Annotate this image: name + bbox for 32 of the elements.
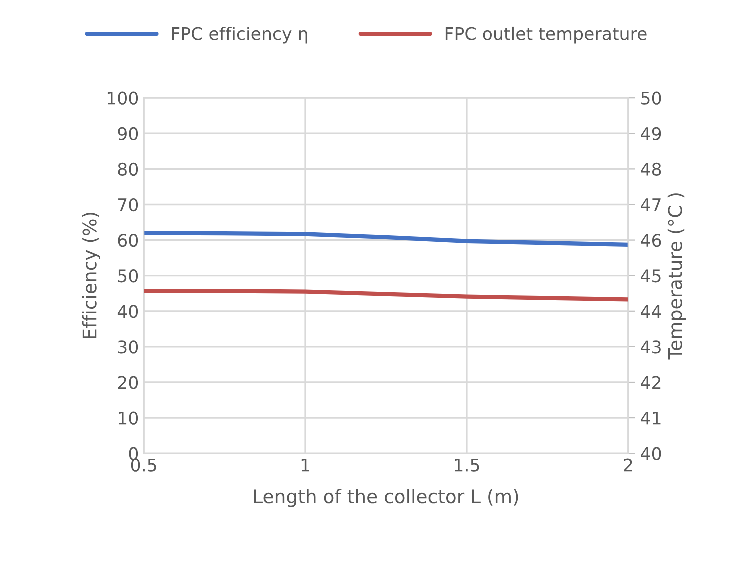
y2-tick-label: 42 <box>641 376 661 390</box>
x-tick-label: 1.5 <box>455 458 480 472</box>
y2-tick-label: 47 <box>641 198 661 212</box>
y2-tick-label: 43 <box>641 340 661 354</box>
y2-tick-label: 49 <box>641 127 662 140</box>
y2-tick-label: 41 <box>641 412 661 425</box>
y-tick-label: 30 <box>118 340 138 354</box>
y-tick-label: 10 <box>119 412 138 425</box>
y2-tick-label: 48 <box>641 162 662 176</box>
line-series <box>144 289 628 302</box>
y-tick-label: 40 <box>118 305 138 318</box>
y-tick-label: 60 <box>118 234 138 248</box>
y2-tick-label: 50 <box>642 92 662 105</box>
legend-label: FPC efficiency η <box>172 26 308 44</box>
y-tick-label: 20 <box>118 376 138 390</box>
y-tick-label: 80 <box>118 162 138 176</box>
y-tick-label: 50 <box>118 270 138 283</box>
x-axis-title: Length of the collector L (m) <box>254 489 518 508</box>
x-tick-label: 0.5 <box>131 458 156 472</box>
legend-label: FPC outlet temperature <box>446 26 647 44</box>
line-series <box>144 231 628 247</box>
x-tick-label: 2 <box>624 458 632 472</box>
y-tick-label: 100 <box>108 92 138 105</box>
y2-tick-label: 45 <box>641 270 661 283</box>
y2-tick-label: 46 <box>641 234 662 248</box>
y2-tick-label: 40 <box>641 447 662 460</box>
x-tick-label: 1 <box>302 458 310 472</box>
y2-axis-title: Temperature (°C ) <box>668 194 686 360</box>
y-tick-label: 90 <box>118 127 138 140</box>
y2-tick-label: 44 <box>641 305 662 318</box>
y-axis-title: Efficiency (%) <box>82 212 101 339</box>
y-tick-label: 70 <box>118 198 138 212</box>
